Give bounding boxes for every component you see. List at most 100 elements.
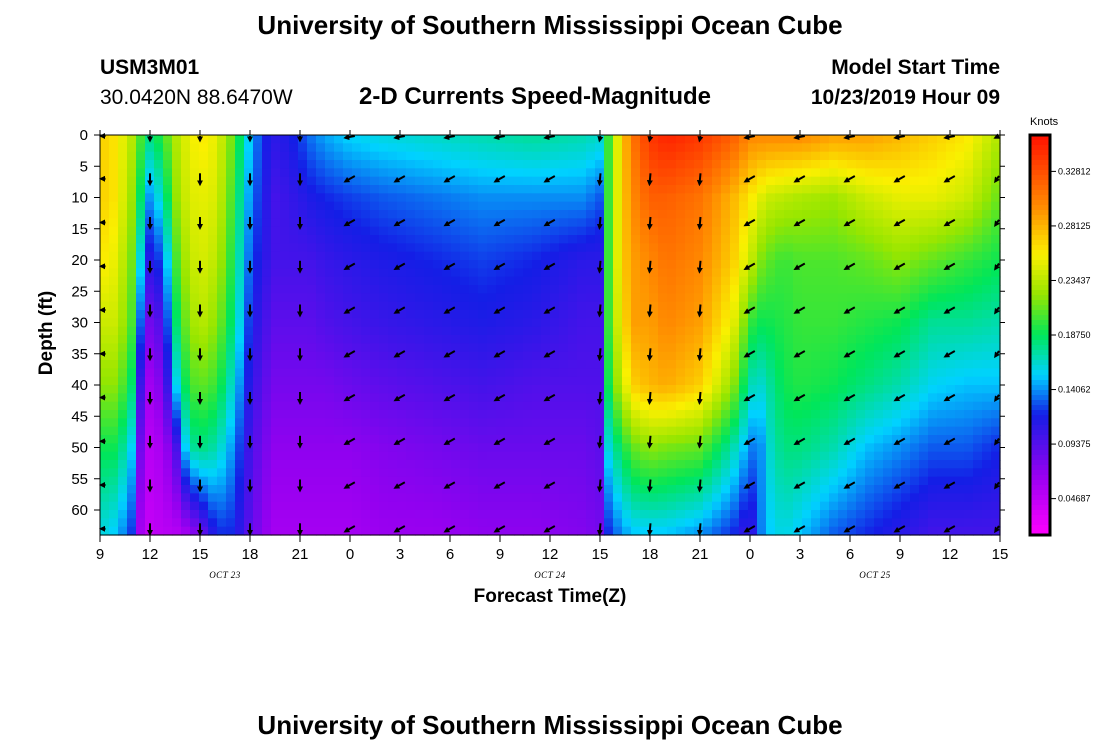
heatmap-cell xyxy=(802,460,812,469)
heatmap-cell xyxy=(865,193,875,203)
heatmap-cell xyxy=(406,243,416,253)
heatmap-cell xyxy=(316,251,326,261)
heatmap-cell xyxy=(307,426,317,436)
heatmap-cell xyxy=(127,251,137,261)
heatmap-cell xyxy=(955,376,965,386)
heatmap-cell xyxy=(919,168,929,178)
heatmap-cell xyxy=(199,160,209,169)
heatmap-cell xyxy=(532,476,542,486)
heatmap-cell xyxy=(523,418,533,428)
heatmap-cell xyxy=(469,451,479,461)
heatmap-cell xyxy=(523,351,533,361)
heatmap-cell xyxy=(370,151,380,161)
heatmap-cell xyxy=(487,260,497,269)
heatmap-cell xyxy=(433,176,443,186)
heatmap-cell xyxy=(100,268,110,278)
heatmap-cell xyxy=(613,268,623,278)
current-arrow xyxy=(793,393,806,402)
heatmap-cell xyxy=(487,268,497,278)
heatmap-cell xyxy=(280,293,290,303)
heatmap-cell xyxy=(451,235,461,244)
heatmap-cell xyxy=(397,501,407,511)
heatmap-cell xyxy=(703,268,713,278)
heatmap-cell xyxy=(811,401,821,411)
heatmap-cell xyxy=(379,210,389,219)
heatmap-cell xyxy=(208,476,218,486)
heatmap-cell xyxy=(442,468,452,478)
heatmap-cell xyxy=(145,451,155,461)
heatmap-cell xyxy=(838,135,848,144)
heatmap-cell xyxy=(379,160,389,169)
heatmap-cell xyxy=(235,376,245,386)
current-arrows xyxy=(99,133,1001,536)
heatmap-cell xyxy=(730,510,740,519)
heatmap-cell xyxy=(910,235,920,244)
heatmap-cell xyxy=(280,226,290,236)
heatmap-cell xyxy=(910,151,920,161)
heatmap-cell xyxy=(955,368,965,378)
heatmap-cell xyxy=(703,468,713,478)
heatmap-cell xyxy=(145,426,155,436)
heatmap-cell xyxy=(289,418,299,428)
heatmap-cell xyxy=(190,351,200,361)
heatmap-cell xyxy=(217,501,227,511)
heatmap-cell xyxy=(289,401,299,411)
heatmap-cell xyxy=(676,460,686,469)
heatmap-cell xyxy=(838,501,848,511)
heatmap-cell xyxy=(469,251,479,261)
heatmap-cell xyxy=(784,351,794,361)
heatmap-cell xyxy=(658,493,668,503)
heatmap-cell xyxy=(694,160,704,169)
heatmap-cell xyxy=(163,351,173,361)
heatmap-cell xyxy=(406,276,416,286)
heatmap-cell xyxy=(325,343,335,353)
heatmap-cell xyxy=(343,368,353,378)
heatmap-cell xyxy=(460,351,470,361)
heatmap-cell xyxy=(442,376,452,386)
heatmap-cell xyxy=(325,451,335,461)
heatmap-cell xyxy=(865,201,875,211)
heatmap-cell xyxy=(442,235,452,244)
heatmap-cell xyxy=(874,501,884,511)
heatmap-cell xyxy=(271,485,281,494)
heatmap-cell xyxy=(118,301,128,311)
heatmap-cell xyxy=(424,235,434,244)
heatmap-cell xyxy=(919,501,929,511)
heatmap-cell xyxy=(154,501,164,511)
heatmap-cell xyxy=(397,343,407,353)
heatmap-cell xyxy=(586,426,596,436)
heatmap-cell xyxy=(937,443,947,453)
heatmap-cell xyxy=(613,476,623,486)
heatmap-cell xyxy=(586,401,596,411)
heatmap-cell xyxy=(829,218,839,228)
heatmap-cell xyxy=(262,443,272,453)
heatmap-cell xyxy=(424,343,434,353)
heatmap-cell xyxy=(820,268,830,278)
heatmap-cell xyxy=(478,243,488,253)
heatmap-cell xyxy=(676,210,686,219)
heatmap-cell xyxy=(568,418,578,428)
heatmap-cell xyxy=(568,218,578,228)
heatmap-cell xyxy=(667,335,677,344)
heatmap-cell xyxy=(271,435,281,444)
heatmap-cell xyxy=(901,268,911,278)
heatmap-cell xyxy=(784,218,794,228)
heatmap-cell xyxy=(784,493,794,503)
heatmap-cell xyxy=(460,276,470,286)
heatmap-cell xyxy=(712,310,722,319)
heatmap-cell xyxy=(667,476,677,486)
heatmap-cell xyxy=(190,235,200,244)
heatmap-cell xyxy=(892,368,902,378)
heatmap-cell xyxy=(271,135,281,144)
heatmap-cell xyxy=(100,426,110,436)
heatmap-cell xyxy=(505,185,515,194)
heatmap-cell xyxy=(127,293,137,303)
heatmap-cell xyxy=(208,351,218,361)
heatmap-cell xyxy=(127,418,137,428)
heatmap-cell xyxy=(451,143,461,153)
heatmap-cell xyxy=(370,201,380,211)
heatmap-cell xyxy=(280,201,290,211)
heatmap-cell xyxy=(964,176,974,186)
heatmap-cell xyxy=(757,410,767,419)
heatmap-cell xyxy=(487,451,497,461)
